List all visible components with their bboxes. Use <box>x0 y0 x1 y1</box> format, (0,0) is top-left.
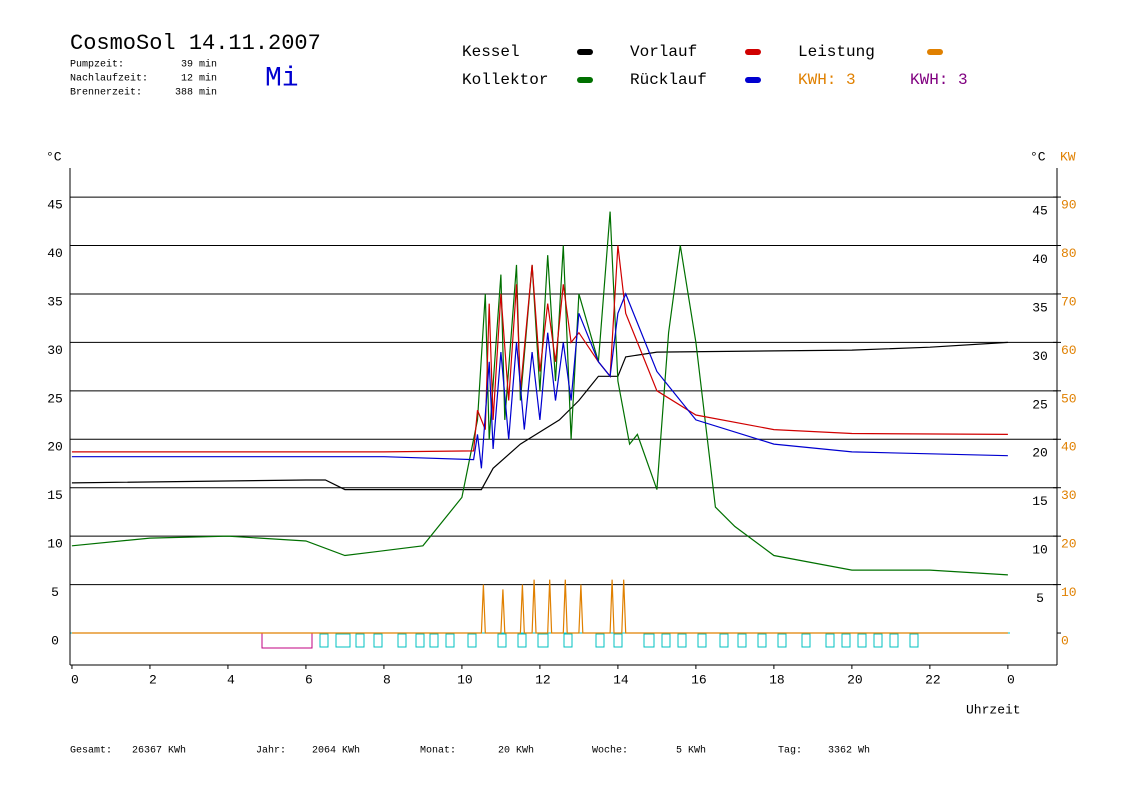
y2-axis-label: KW <box>1060 149 1076 164</box>
y-right-tick-label: 10 <box>1032 543 1048 558</box>
y-tick-label: 45 <box>47 198 63 213</box>
y2-tick-label: 50 <box>1061 391 1077 406</box>
y-tick-label: 5 <box>51 585 59 600</box>
y2-tick-label: 30 <box>1061 488 1077 503</box>
x-tick-label: 2 <box>149 672 157 687</box>
stat-label: Nachlaufzeit: <box>70 73 148 85</box>
y-right-tick-label: 30 <box>1032 349 1048 364</box>
kwh-label: KWH: 3 <box>910 71 968 89</box>
y2-tick-label: 40 <box>1061 440 1077 455</box>
y-right-tick-label: 40 <box>1032 252 1048 267</box>
stat-value: 39 min <box>181 59 217 71</box>
footer-label: Tag: <box>778 746 802 757</box>
y-tick-label: 10 <box>47 537 63 552</box>
weekday: Mi <box>265 63 299 94</box>
x-tick-label: 6 <box>305 672 313 687</box>
legend-label: Rücklauf <box>630 71 707 89</box>
y-tick-label: 20 <box>47 440 63 455</box>
series-line <box>71 341 1008 491</box>
chart-title: CosmoSol 14.11.2007 <box>70 31 321 56</box>
footer-label: Gesamt: <box>70 746 112 757</box>
stat-value: 12 min <box>181 73 217 85</box>
footer-label: Woche: <box>592 745 628 757</box>
y2-tick-label: 90 <box>1061 198 1077 213</box>
y-right-tick-label: 15 <box>1032 494 1048 509</box>
stat-label: Brennerzeit: <box>70 87 142 99</box>
y-right-axis-label: °C <box>1030 149 1046 164</box>
series-line <box>71 292 1008 469</box>
footer-value: 2064 KWh <box>312 745 360 757</box>
y-tick-label: 35 <box>47 294 63 309</box>
y2-tick-label: 0 <box>1061 633 1069 648</box>
y-right-tick-label: 5 <box>1036 591 1044 606</box>
x-tick-label: 22 <box>925 672 941 687</box>
x-tick-label: 16 <box>691 672 707 687</box>
x-tick-label: 12 <box>535 672 551 687</box>
y-tick-label: 40 <box>47 246 63 261</box>
y2-tick-label: 60 <box>1061 343 1077 358</box>
y2-tick-label: 70 <box>1061 294 1077 309</box>
stat-label: Pumpzeit: <box>70 59 124 71</box>
series-line <box>71 579 1008 634</box>
x-tick-label: 0 <box>71 672 79 687</box>
y-tick-label: 0 <box>51 633 59 648</box>
x-tick-label: 18 <box>769 672 785 687</box>
series-line <box>71 211 1008 576</box>
x-tick-label: 10 <box>457 672 473 687</box>
legend-label: Vorlauf <box>630 43 697 61</box>
x-tick-label: 14 <box>613 672 629 687</box>
footer-label: Monat: <box>420 746 456 757</box>
x-tick-label: 8 <box>383 672 391 687</box>
y-axis-label: °C <box>46 149 62 164</box>
y2-tick-label: 20 <box>1061 537 1077 552</box>
footer-value: 5 KWh <box>676 745 706 757</box>
x-tick-label: 20 <box>847 672 863 687</box>
x-tick-label: 0 <box>1007 672 1015 687</box>
stat-value: 388 min <box>175 87 217 99</box>
legend-label: Kollektor <box>462 71 548 89</box>
y-tick-label: 15 <box>47 488 63 503</box>
y-right-tick-label: 20 <box>1032 446 1048 461</box>
legend-label: Leistung <box>798 43 875 61</box>
y-tick-label: 25 <box>47 391 63 406</box>
footer-value: 20 KWh <box>498 745 534 757</box>
x-axis-label: Uhrzeit <box>966 702 1021 717</box>
y2-tick-label: 10 <box>1061 585 1077 600</box>
footer-value: 3362 Wh <box>828 745 870 757</box>
series-line <box>71 245 1008 453</box>
y-right-tick-label: 35 <box>1032 300 1048 315</box>
legend-label: Kessel <box>462 43 520 61</box>
y-tick-label: 30 <box>47 343 63 358</box>
x-tick-label: 4 <box>227 672 235 687</box>
kwh-label: KWH: 3 <box>798 71 856 89</box>
y2-tick-label: 80 <box>1061 246 1077 261</box>
y-right-tick-label: 25 <box>1032 397 1048 412</box>
y-right-tick-label: 45 <box>1032 204 1048 219</box>
footer-label: Jahr: <box>256 745 286 757</box>
footer-value: 26367 KWh <box>132 745 186 757</box>
